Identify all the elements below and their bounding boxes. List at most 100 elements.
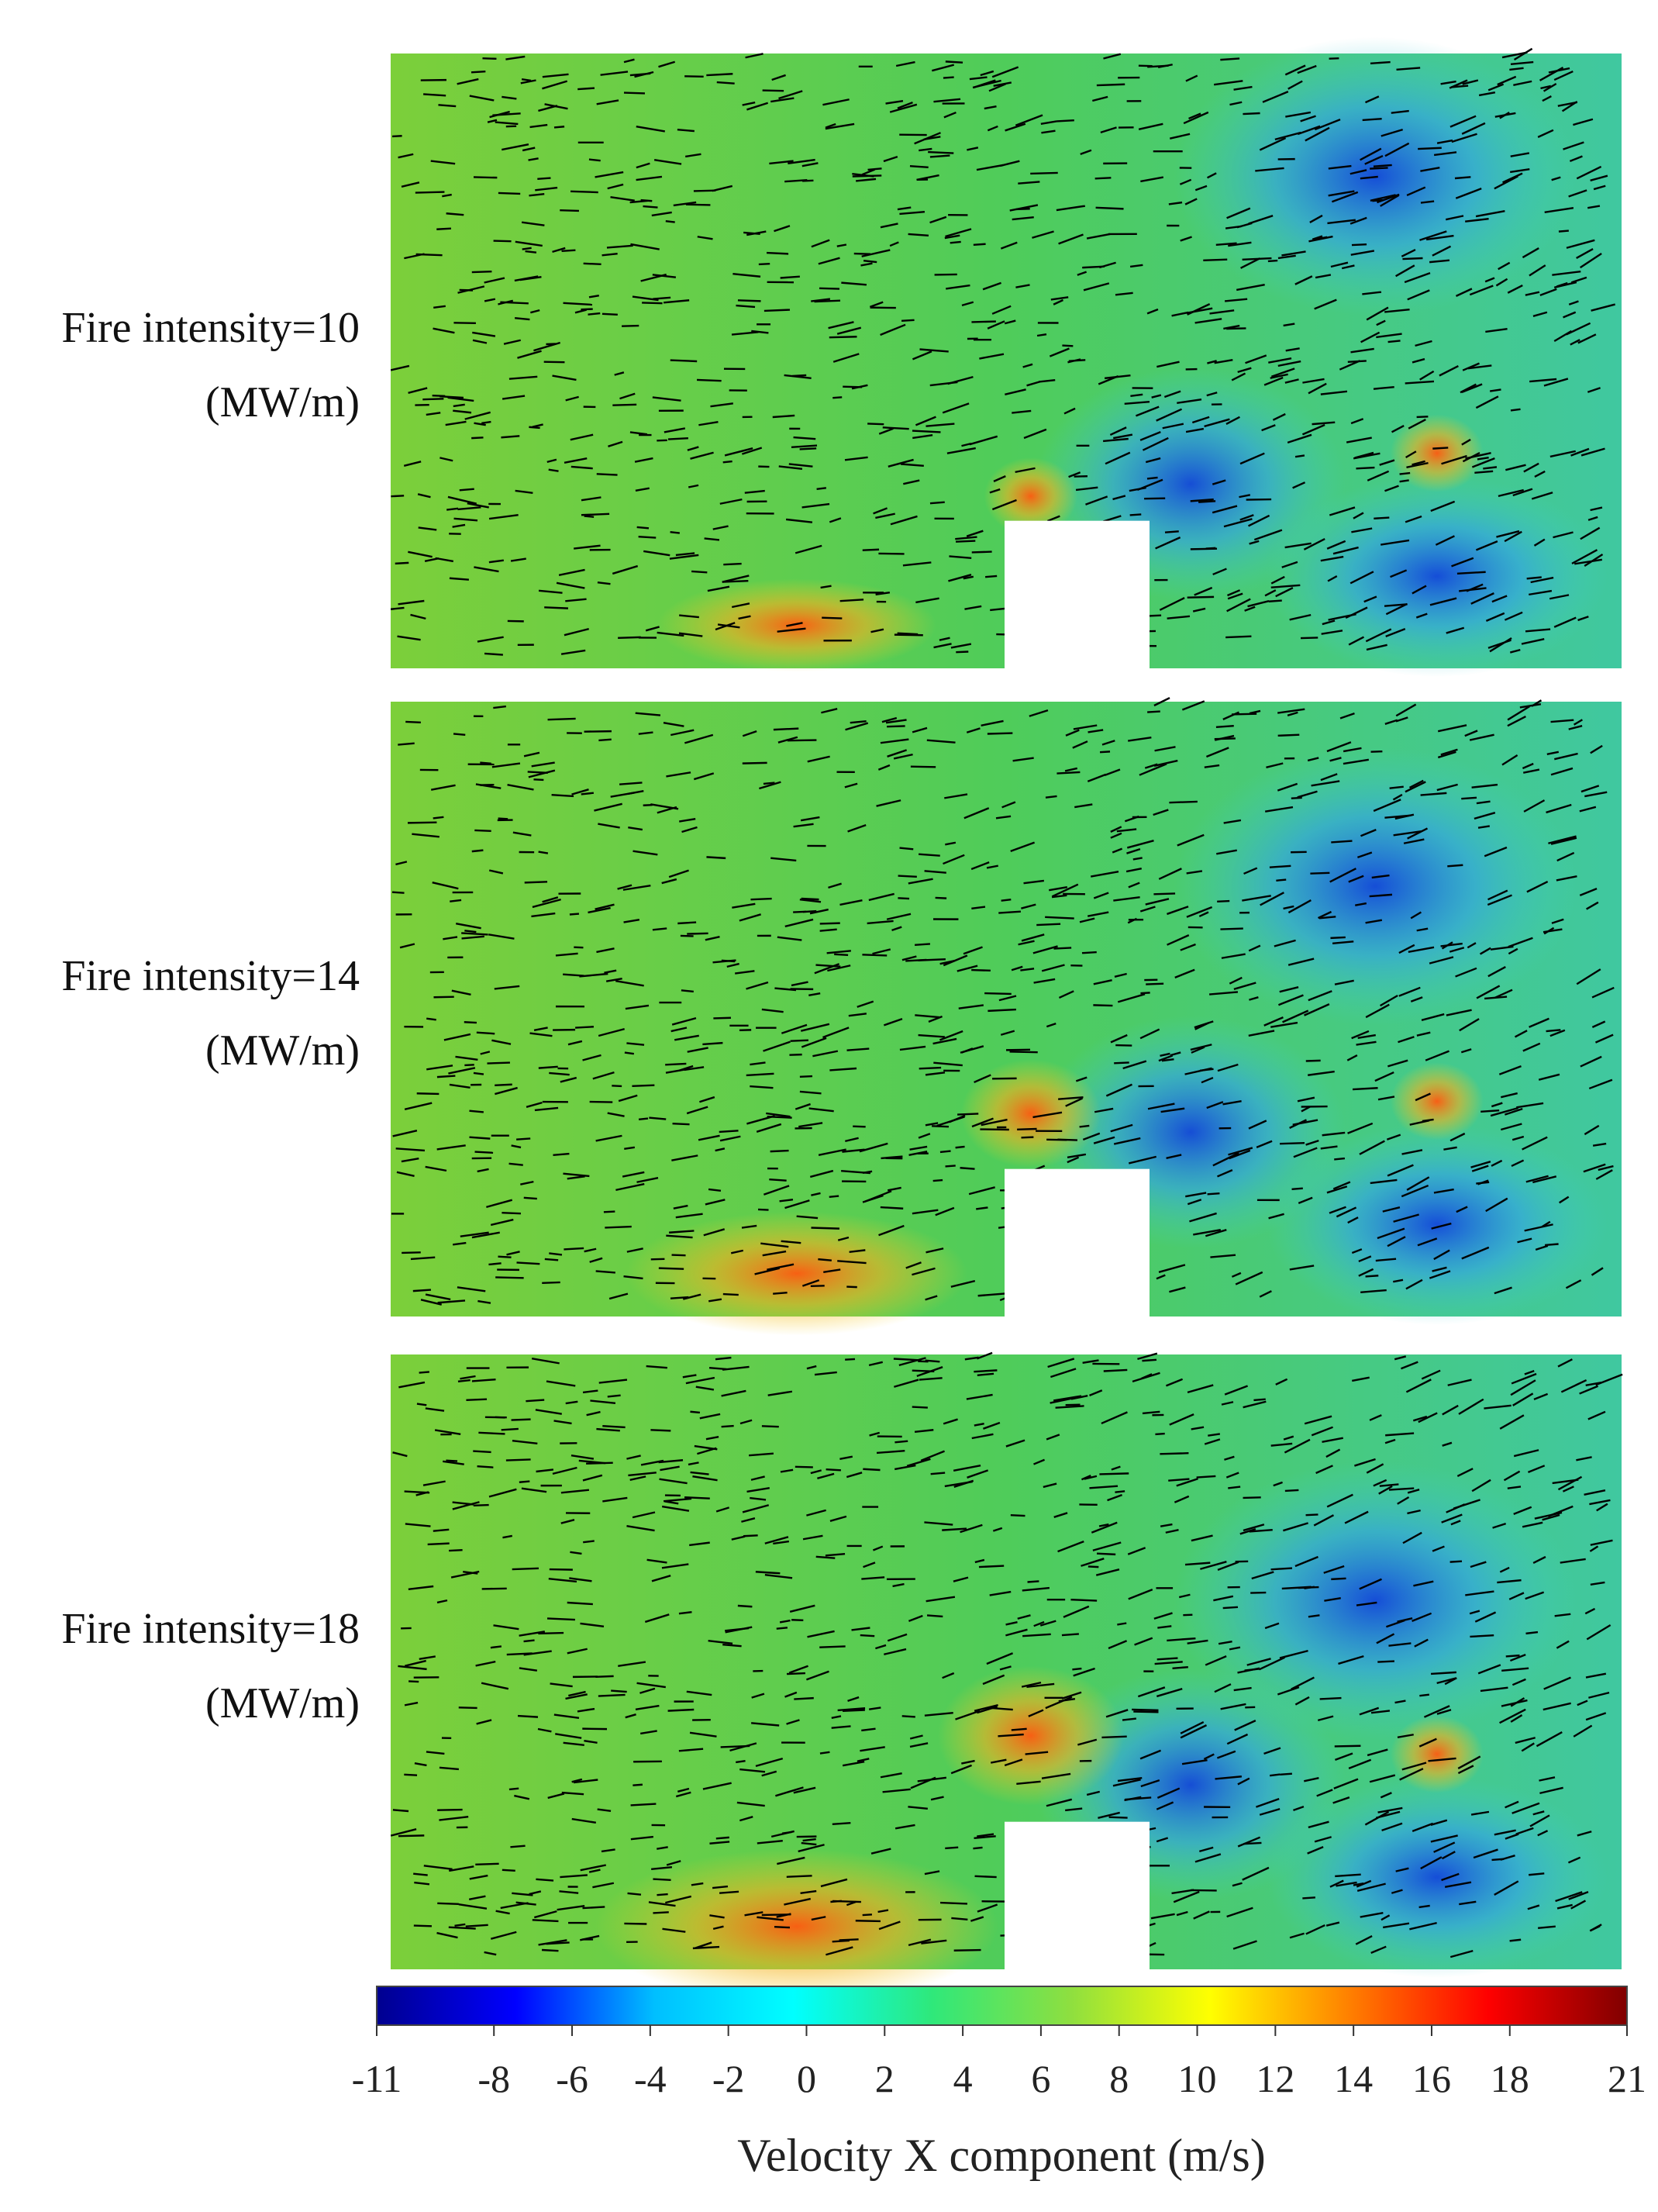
velocity-arrow bbox=[1407, 1489, 1420, 1494]
velocity-arrow bbox=[1248, 944, 1261, 952]
velocity-arrow bbox=[1446, 626, 1465, 634]
velocity-arrow bbox=[1009, 204, 1039, 212]
velocity-arrow bbox=[1356, 851, 1373, 859]
velocity-arrow bbox=[1570, 339, 1580, 346]
velocity-arrow bbox=[595, 1270, 615, 1274]
velocity-arrow bbox=[1588, 1078, 1613, 1090]
velocity-arrow bbox=[1429, 1270, 1451, 1279]
velocity-arrow bbox=[618, 636, 641, 640]
velocity-arrow bbox=[582, 1474, 603, 1482]
hot-region bbox=[657, 578, 937, 672]
velocity-arrow bbox=[455, 1055, 478, 1061]
velocity-arrow bbox=[436, 1075, 456, 1078]
velocity-arrow bbox=[618, 1094, 638, 1103]
colorbar-tick-label: -4 bbox=[634, 2057, 667, 2100]
velocity-arrow bbox=[425, 1165, 447, 1172]
velocity-arrow bbox=[1462, 362, 1480, 371]
velocity-arrow bbox=[1580, 526, 1601, 540]
velocity-arrow bbox=[488, 1488, 517, 1498]
velocity-arrow bbox=[1464, 730, 1478, 737]
velocity-arrow bbox=[471, 849, 484, 853]
velocity-arrow bbox=[698, 420, 719, 426]
velocity-arrow bbox=[1228, 241, 1252, 247]
velocity-arrow bbox=[1391, 425, 1405, 433]
velocity-arrow bbox=[1449, 115, 1477, 128]
velocity-arrow bbox=[1507, 1486, 1522, 1489]
velocity-arrow bbox=[1495, 278, 1508, 287]
velocity-arrow bbox=[1584, 1607, 1596, 1615]
velocity-arrow bbox=[636, 162, 650, 169]
velocity-arrow bbox=[845, 1358, 856, 1361]
velocity-arrow bbox=[595, 171, 624, 178]
velocity-arrow bbox=[963, 946, 983, 955]
velocity-arrow bbox=[847, 1696, 860, 1702]
velocity-arrow bbox=[784, 1691, 798, 1698]
velocity-arrow bbox=[943, 111, 957, 119]
velocity-arrow bbox=[582, 1906, 605, 1910]
velocity-arrow bbox=[1268, 599, 1282, 602]
velocity-arrow bbox=[976, 164, 1004, 171]
velocity-arrow bbox=[1470, 1161, 1491, 1168]
velocity-arrow bbox=[402, 1251, 421, 1254]
velocity-arrow bbox=[861, 168, 876, 176]
velocity-arrow bbox=[1279, 986, 1299, 993]
velocity-arrow bbox=[390, 1828, 417, 1837]
velocity-arrow bbox=[1484, 996, 1508, 1000]
velocity-arrow bbox=[1376, 319, 1386, 326]
velocity-arrow bbox=[1098, 1523, 1109, 1527]
velocity-arrow bbox=[1360, 147, 1382, 161]
velocity-arrow bbox=[1017, 1127, 1037, 1130]
velocity-arrow bbox=[777, 1856, 805, 1865]
velocity-arrow bbox=[516, 1137, 531, 1141]
velocity-arrow bbox=[1180, 1721, 1205, 1734]
velocity-arrow bbox=[477, 1465, 494, 1468]
velocity-arrow bbox=[894, 1824, 915, 1830]
velocity-arrow bbox=[1269, 864, 1291, 868]
velocity-arrow bbox=[1098, 1811, 1120, 1819]
velocity-arrow bbox=[1327, 575, 1338, 582]
velocity-arrow bbox=[602, 1496, 628, 1503]
velocity-arrow bbox=[1360, 175, 1378, 180]
velocity-arrow bbox=[679, 1065, 694, 1071]
velocity-arrow bbox=[1251, 1571, 1274, 1580]
velocity-arrow bbox=[1585, 1672, 1607, 1679]
velocity-arrow bbox=[836, 243, 847, 247]
velocity-arrow bbox=[412, 833, 439, 838]
velocity-arrow bbox=[1116, 828, 1137, 833]
velocity-arrow bbox=[868, 892, 894, 902]
velocity-arrow bbox=[1065, 1403, 1081, 1406]
velocity-arrow bbox=[1347, 1216, 1359, 1224]
velocity-arrow bbox=[867, 920, 894, 925]
velocity-arrow bbox=[724, 447, 753, 457]
velocity-arrow bbox=[825, 123, 855, 130]
velocity-arrow bbox=[1529, 1814, 1550, 1827]
velocity-arrow bbox=[560, 1874, 588, 1879]
velocity-arrow bbox=[706, 856, 726, 860]
velocity-arrow bbox=[1188, 112, 1201, 120]
velocity-arrow bbox=[449, 577, 469, 581]
velocity-arrow bbox=[770, 97, 795, 103]
velocity-arrow bbox=[619, 782, 643, 785]
velocity-arrow bbox=[1360, 331, 1381, 343]
velocity-arrow bbox=[980, 70, 994, 77]
velocity-arrow bbox=[447, 495, 477, 505]
velocity-arrow bbox=[1543, 378, 1569, 387]
velocity-arrow bbox=[1167, 934, 1190, 946]
velocity-arrow bbox=[1388, 1642, 1412, 1647]
velocity-arrow bbox=[1266, 762, 1284, 768]
velocity-arrow bbox=[416, 1092, 439, 1096]
velocity-arrow bbox=[1370, 60, 1391, 64]
velocity-arrow bbox=[1006, 1048, 1031, 1051]
velocity-arrow bbox=[992, 1527, 1003, 1532]
velocity-arrow bbox=[408, 387, 428, 394]
velocity-arrow bbox=[665, 1062, 687, 1066]
velocity-arrow bbox=[1550, 767, 1574, 776]
colorbar-tick-label: -11 bbox=[352, 2057, 402, 2100]
velocity-arrow bbox=[1326, 1185, 1348, 1194]
velocity-arrow bbox=[1359, 1140, 1385, 1155]
velocity-arrow bbox=[1355, 902, 1367, 906]
velocity-arrow bbox=[929, 381, 958, 387]
velocity-arrow bbox=[1565, 1279, 1582, 1289]
velocity-arrow bbox=[778, 465, 803, 471]
velocity-arrow bbox=[799, 1075, 813, 1078]
